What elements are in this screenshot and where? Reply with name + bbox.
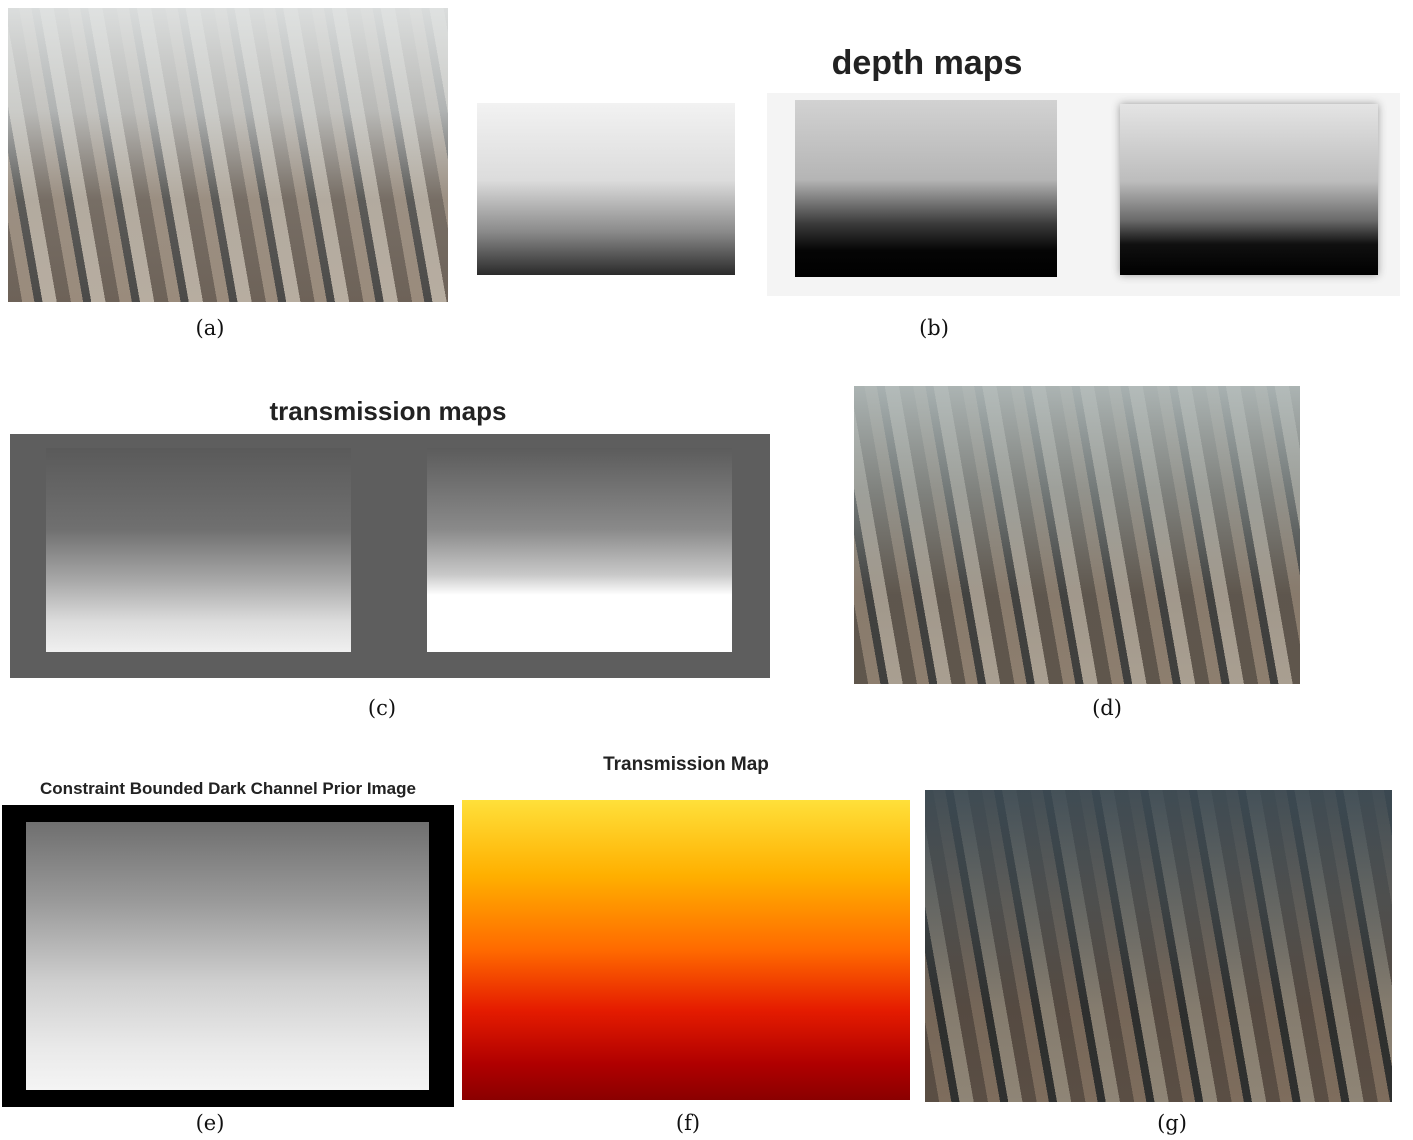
figure-page: (a) depth maps (b) transmission maps (c)… bbox=[0, 0, 1413, 1140]
caption: (b) bbox=[919, 316, 949, 340]
dark-channel-image bbox=[26, 822, 429, 1090]
caption: (c) bbox=[368, 696, 396, 720]
hazy-image bbox=[8, 8, 448, 302]
depth-map bbox=[477, 103, 735, 275]
caption: (f) bbox=[676, 1111, 700, 1135]
transmission-heatmap bbox=[462, 800, 910, 1100]
transmission-map bbox=[427, 448, 732, 652]
transmission-map bbox=[46, 448, 351, 652]
caption: (g) bbox=[1157, 1111, 1187, 1135]
restored-image bbox=[925, 790, 1392, 1102]
caption: (a) bbox=[196, 316, 225, 340]
caption: (d) bbox=[1092, 696, 1122, 720]
caption: (e) bbox=[196, 1111, 225, 1135]
panel-title: depth maps bbox=[832, 44, 1023, 83]
dehazed-image bbox=[854, 386, 1300, 684]
panel-title: Constraint Bounded Dark Channel Prior Im… bbox=[40, 779, 416, 799]
panel-title: Transmission Map bbox=[603, 754, 769, 776]
depth-map bbox=[1120, 104, 1378, 275]
depth-map bbox=[795, 100, 1057, 277]
panel-title: transmission maps bbox=[270, 396, 507, 427]
